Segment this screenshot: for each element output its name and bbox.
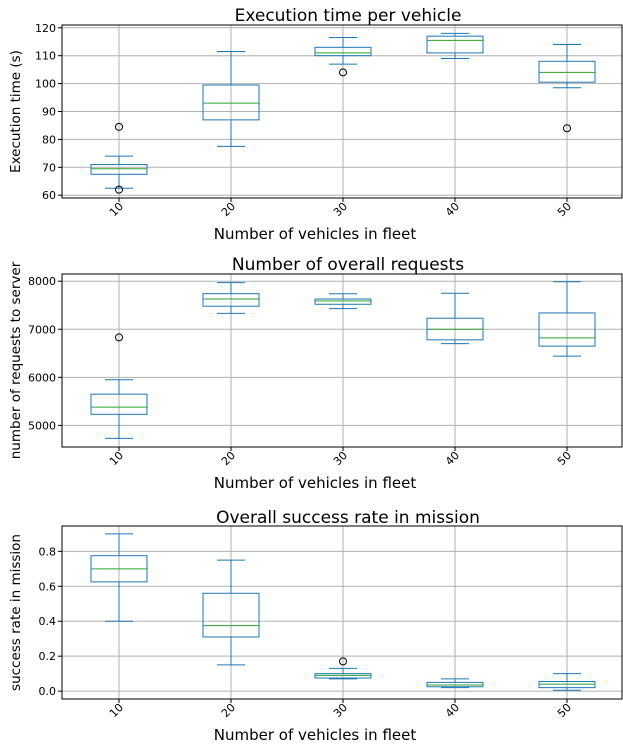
chart-title: Execution time per vehicle <box>235 6 462 26</box>
y-tick-label: 0.2 <box>39 650 57 663</box>
x-tick-label: 30 <box>331 449 350 468</box>
x-tick-label: 20 <box>219 701 238 720</box>
y-tick-label: 120 <box>35 22 56 35</box>
y-tick-label: 0.8 <box>39 545 57 558</box>
x-tick-label: 40 <box>443 200 462 219</box>
x-tick-label: 50 <box>555 701 574 720</box>
x-tick-label: 50 <box>555 449 574 468</box>
box-50 <box>538 281 596 357</box>
x-tick-label: 50 <box>555 200 574 219</box>
box-iqr <box>314 298 372 305</box>
y-tick-label: 90 <box>42 106 56 119</box>
outlier-point <box>563 124 571 133</box>
box-iqr <box>538 312 596 347</box>
y-tick-label: 8000 <box>28 275 56 288</box>
axes-frame <box>61 273 623 448</box>
y-tick-label: 0.0 <box>39 685 57 698</box>
y-tick-label: 0.6 <box>39 580 57 593</box>
box-30 <box>314 293 372 310</box>
box-10 <box>90 333 148 439</box>
x-tick-label: 10 <box>107 449 126 468</box>
x-tick-label: 30 <box>331 701 350 720</box>
outlier-point <box>115 122 123 131</box>
outlier-point <box>115 185 123 194</box>
chart-title: Number of overall requests <box>232 255 464 275</box>
box-iqr <box>90 164 148 175</box>
y-tick-label: 7000 <box>28 323 56 336</box>
box-40 <box>426 32 484 59</box>
x-tick-label: 40 <box>443 701 462 720</box>
y-tick-label: 100 <box>35 78 56 91</box>
y-tick-label: 5000 <box>28 419 56 432</box>
box-20 <box>202 282 260 314</box>
box-20 <box>202 559 260 666</box>
x-axis-label: Number of vehicles in fleet <box>214 726 417 744</box>
chart-panel-1: 60 70 80 90 100 110 120 10 20 30 40 50 Execution tim… <box>8 6 623 243</box>
box-iqr <box>90 393 148 415</box>
box-10 <box>90 122 148 194</box>
outlier-point <box>339 68 347 77</box>
box-20 <box>202 51 260 147</box>
y-tick-label: 6000 <box>28 371 56 384</box>
x-tick-label: 40 <box>443 449 462 468</box>
x-tick-label: 20 <box>219 449 238 468</box>
box-iqr <box>202 293 260 307</box>
box-iqr <box>538 60 596 83</box>
y-axis-label: success rate in mission <box>8 534 24 691</box>
x-tick-label: 30 <box>331 200 350 219</box>
box-30 <box>314 657 372 680</box>
box-30 <box>314 37 372 77</box>
y-tick-label: 110 <box>35 50 56 63</box>
x-tick-label: 10 <box>107 701 126 720</box>
box-iqr <box>426 35 484 54</box>
y-axis-label: Execution time (s) <box>8 50 24 173</box>
y-tick-label: 80 <box>42 133 56 146</box>
chart-panel-3: 0.0 0.2 0.4 0.6 0.8 10 20 30 40 50 Overall success… <box>8 508 623 744</box>
y-tick-label: 70 <box>42 161 56 174</box>
box-iqr <box>202 84 260 121</box>
box-50 <box>538 44 596 133</box>
y-axis-label: number of requests to server <box>8 261 24 459</box>
box-10 <box>90 533 148 622</box>
x-axis-label: Number of vehicles in fleet <box>214 225 417 243</box>
box-40 <box>426 292 484 345</box>
x-tick-label: 10 <box>107 200 126 219</box>
box-50 <box>538 673 596 691</box>
x-axis-label: Number of vehicles in fleet <box>214 474 417 492</box>
outlier-point <box>115 333 123 342</box>
x-tick-label: 20 <box>219 200 238 219</box>
box-iqr <box>202 592 260 638</box>
box-40 <box>426 678 484 689</box>
outlier-point <box>339 657 347 666</box>
box-iqr <box>314 46 372 57</box>
y-tick-label: 0.4 <box>39 615 57 628</box>
y-tick-label: 60 <box>42 189 56 202</box>
axes-frame <box>61 525 623 700</box>
chart-title: Overall success rate in mission <box>216 508 480 528</box>
chart-panel-2: 5000 6000 7000 8000 10 20 30 40 50 Number of over… <box>8 255 623 492</box>
